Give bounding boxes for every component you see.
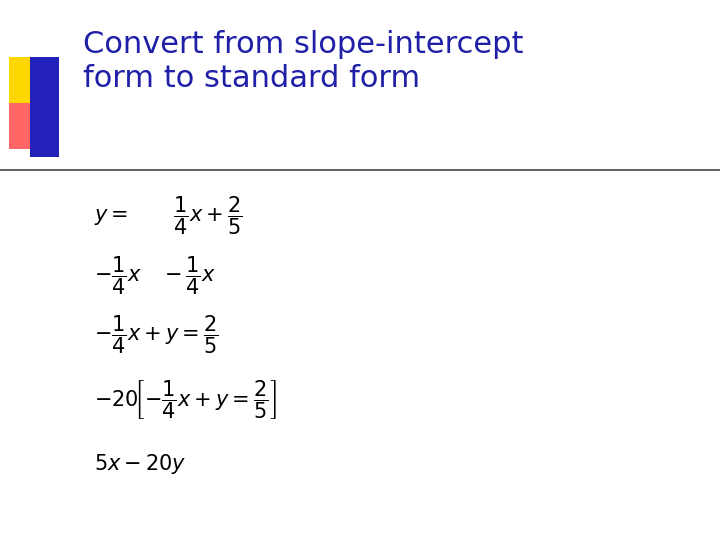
Text: $5x-20y$: $5x-20y$ xyxy=(94,453,186,476)
Bar xyxy=(9,57,48,103)
Bar xyxy=(30,57,59,157)
Text: Convert from slope-intercept
form to standard form: Convert from slope-intercept form to sta… xyxy=(83,30,523,93)
Text: $-\dfrac{1}{4}x+y=\dfrac{2}{5}$: $-\dfrac{1}{4}x+y=\dfrac{2}{5}$ xyxy=(94,314,218,356)
Text: $y = \qquad \dfrac{1}{4}x+\dfrac{2}{5}$: $y = \qquad \dfrac{1}{4}x+\dfrac{2}{5}$ xyxy=(94,195,242,237)
Bar xyxy=(9,103,48,148)
Text: $-20\!\left[-\dfrac{1}{4}x+y=\dfrac{2}{5}\right]$: $-20\!\left[-\dfrac{1}{4}x+y=\dfrac{2}{5… xyxy=(94,378,276,421)
Text: $-\dfrac{1}{4}x \quad -\dfrac{1}{4}x$: $-\dfrac{1}{4}x \quad -\dfrac{1}{4}x$ xyxy=(94,254,216,296)
